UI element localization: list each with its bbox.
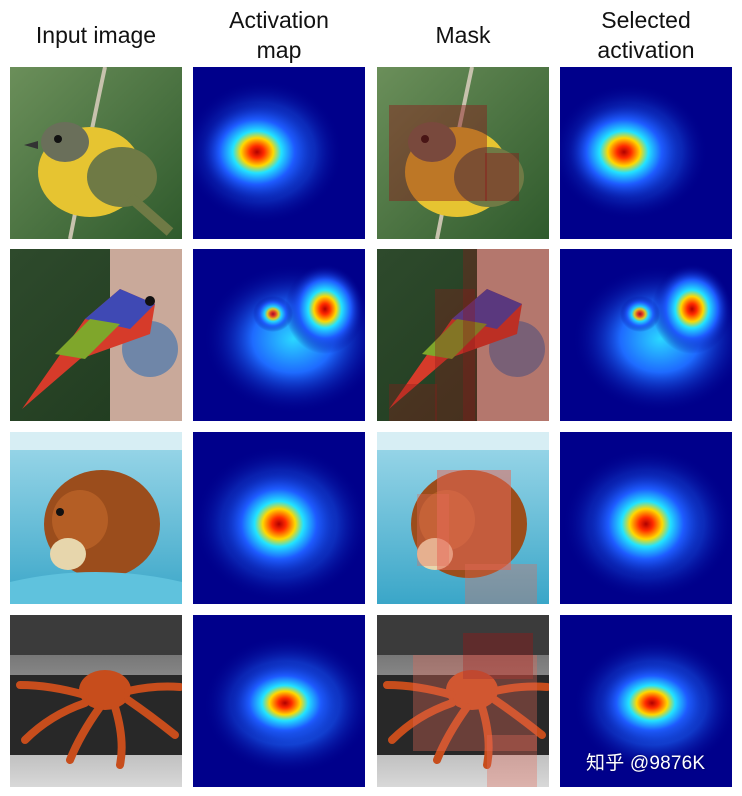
row4-selected-activation <box>560 615 732 787</box>
row3-activation-map <box>193 432 365 604</box>
row2-input-image <box>10 249 182 421</box>
row1-selected-activation <box>560 67 732 239</box>
row4-mask <box>377 615 549 787</box>
row3-input-image <box>10 432 182 604</box>
row4-input-image <box>10 615 182 787</box>
row2-mask <box>377 249 549 421</box>
row3-selected-activation <box>560 432 732 604</box>
row2-selected-activation <box>560 249 732 421</box>
row1-mask <box>377 67 549 239</box>
watermark-text: 知乎 @9876K <box>586 753 706 774</box>
row1-activation-map <box>193 67 365 239</box>
row4-activation-map <box>193 615 365 787</box>
row2-activation-map <box>193 249 365 421</box>
column-header-activation-map: Activation map <box>229 7 329 63</box>
column-header-selected-activation: Selected activation <box>597 7 695 63</box>
column-header-input-image: Input image <box>35 22 157 48</box>
row1-input-image <box>10 67 182 239</box>
row3-mask <box>377 432 549 604</box>
column-header-mask: Mask <box>435 22 491 48</box>
